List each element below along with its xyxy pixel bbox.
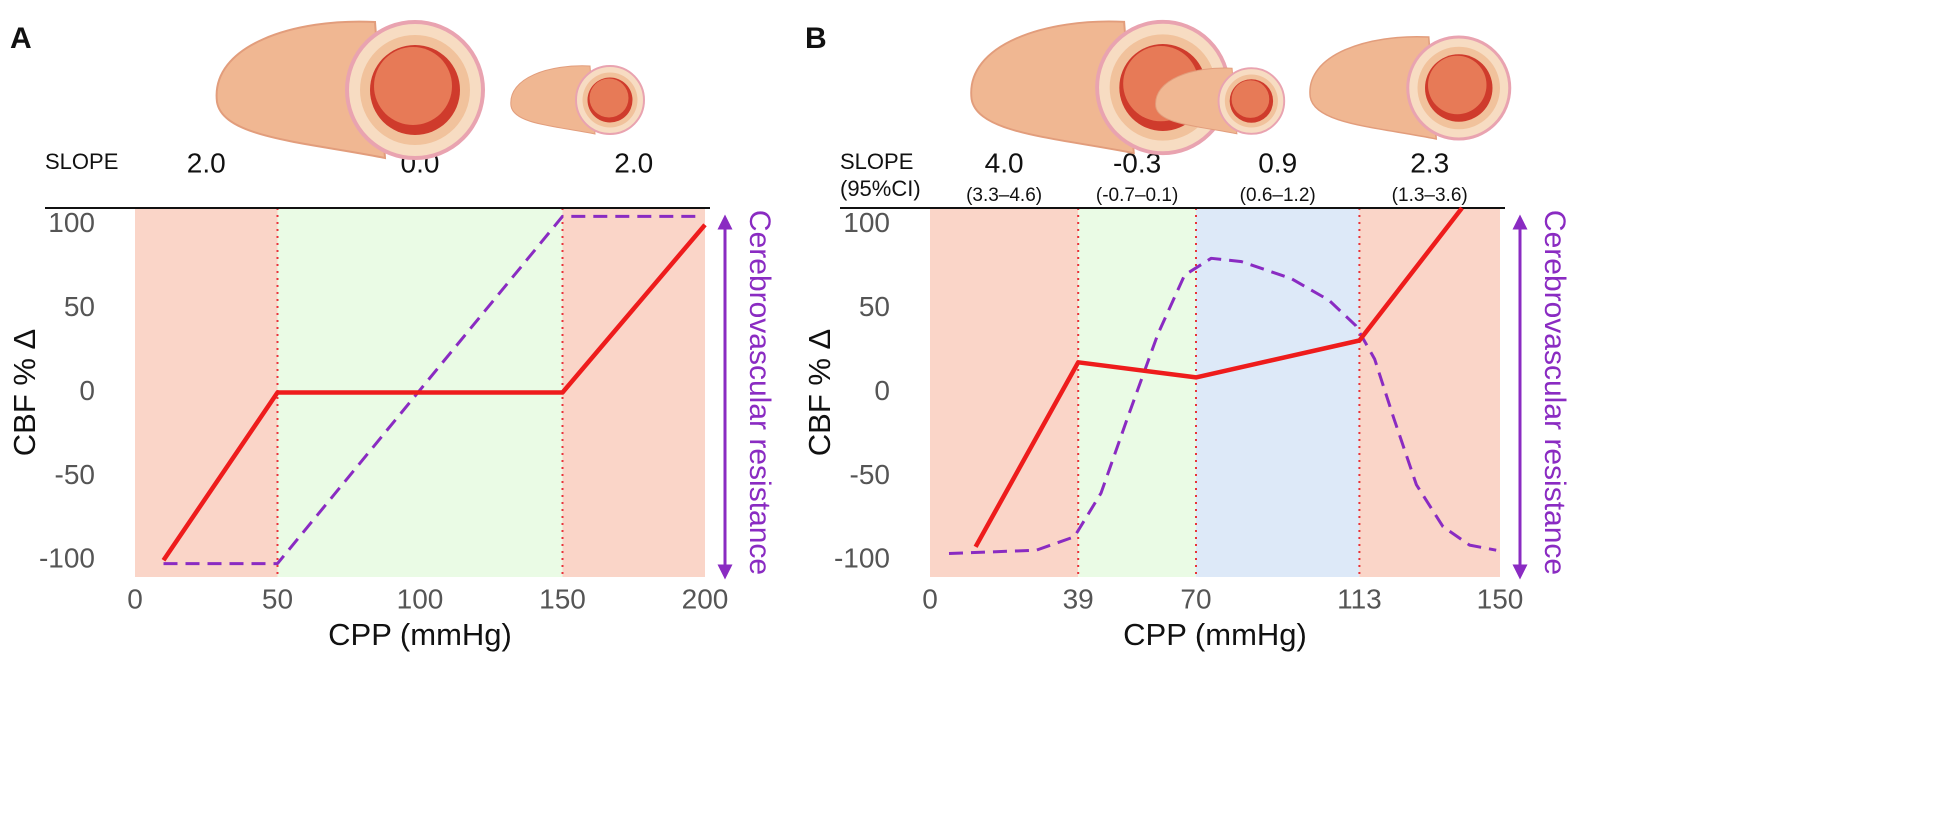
y-tick-label: 100 xyxy=(48,207,95,238)
slope-header: (95%CI) xyxy=(840,176,921,201)
resistance-line xyxy=(163,214,697,566)
slope-value: 2.0 xyxy=(614,147,653,178)
slope-ci: (3.3–4.6) xyxy=(966,185,1042,206)
panel-letter: A xyxy=(10,22,32,55)
region xyxy=(930,208,1079,577)
y2-axis-label: Cerebrovascular resistance xyxy=(743,210,776,575)
slope-header: SLOPE xyxy=(840,149,913,174)
y-axis-label: CBF % Δ xyxy=(7,329,42,457)
x-tick-label: 150 xyxy=(539,583,586,614)
slope-ci: (1.3–3.6) xyxy=(1392,185,1468,206)
x-tick-label: 39 xyxy=(1063,583,1094,614)
region xyxy=(135,208,278,577)
slope-value: 2.3 xyxy=(1410,147,1449,178)
x-tick-label: 113 xyxy=(1337,583,1382,614)
y-tick-label: 100 xyxy=(843,207,890,238)
y-tick-label: 0 xyxy=(79,375,95,406)
region xyxy=(562,208,705,577)
y-tick-label: 0 xyxy=(874,375,890,406)
vessel-distended xyxy=(1308,35,1512,141)
x-tick-label: 50 xyxy=(262,583,293,614)
vessel-dilated xyxy=(214,19,485,160)
y-axis-label: CBF % Δ xyxy=(802,329,837,457)
x-tick-label: 150 xyxy=(1477,583,1524,614)
region xyxy=(1196,208,1360,577)
vessel-constricted xyxy=(509,64,645,135)
panel-letter: B xyxy=(805,22,827,55)
cbf-line xyxy=(973,206,1464,548)
slope-header: SLOPE xyxy=(45,149,118,174)
panel: -100 -50 0 50 100 0 50 100 150 200 CPP (mmHg) CBF %… xyxy=(7,22,776,652)
x-tick-label: 100 xyxy=(397,583,444,614)
slope-value: 0.9 xyxy=(1258,147,1297,178)
vessel-illustrations xyxy=(214,19,1512,160)
y-tick-label: -100 xyxy=(834,543,890,574)
slope-ci: (0.6–1.2) xyxy=(1240,185,1316,206)
region xyxy=(1359,208,1500,577)
x-axis-label: CPP (mmHg) xyxy=(328,617,512,652)
panel: -100 -50 0 50 100 0 39 70 113 150 CPP (mmHg) CBF % … xyxy=(802,22,1571,652)
x-tick-label: 0 xyxy=(922,583,938,614)
slope-value: 2.0 xyxy=(187,147,226,178)
y2-axis-label: Cerebrovascular resistance xyxy=(1538,210,1571,575)
x-tick-label: 200 xyxy=(682,583,729,614)
x-tick-label: 70 xyxy=(1180,583,1211,614)
cbf-line xyxy=(161,223,707,562)
slope-ci: (-0.7–0.1) xyxy=(1096,185,1178,206)
y-tick-label: -50 xyxy=(850,459,890,490)
y-tick-label: -50 xyxy=(55,459,95,490)
x-tick-label: 0 xyxy=(127,583,143,614)
y-tick-label: -100 xyxy=(39,543,95,574)
y-tick-label: 50 xyxy=(64,291,95,322)
region xyxy=(1078,208,1196,577)
x-axis-label: CPP (mmHg) xyxy=(1123,617,1307,652)
slope-value: 4.0 xyxy=(985,147,1024,178)
y-tick-label: 50 xyxy=(859,291,890,322)
